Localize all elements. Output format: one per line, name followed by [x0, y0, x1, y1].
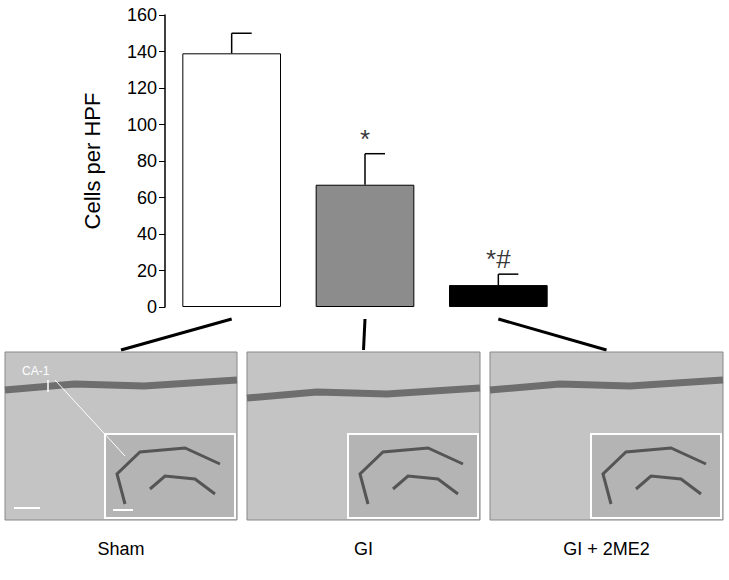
svg-text:160: 160	[127, 5, 157, 25]
svg-text:80: 80	[137, 151, 157, 171]
svg-text:CA-1: CA-1	[22, 364, 50, 378]
svg-text:100: 100	[127, 115, 157, 135]
svg-text:40: 40	[137, 224, 157, 244]
svg-text:140: 140	[127, 42, 157, 62]
svg-text:0: 0	[147, 297, 157, 317]
svg-text:Sham: Sham	[97, 539, 144, 559]
svg-text:GI: GI	[354, 539, 373, 559]
svg-text:60: 60	[137, 188, 157, 208]
svg-text:120: 120	[127, 78, 157, 98]
svg-text:*: *	[360, 124, 370, 154]
svg-text:20: 20	[137, 261, 157, 281]
svg-text:Cells per HPF: Cells per HPF	[80, 93, 105, 230]
svg-text:*#: *#	[486, 244, 511, 274]
svg-text:GI + 2ME2: GI + 2ME2	[563, 539, 650, 559]
